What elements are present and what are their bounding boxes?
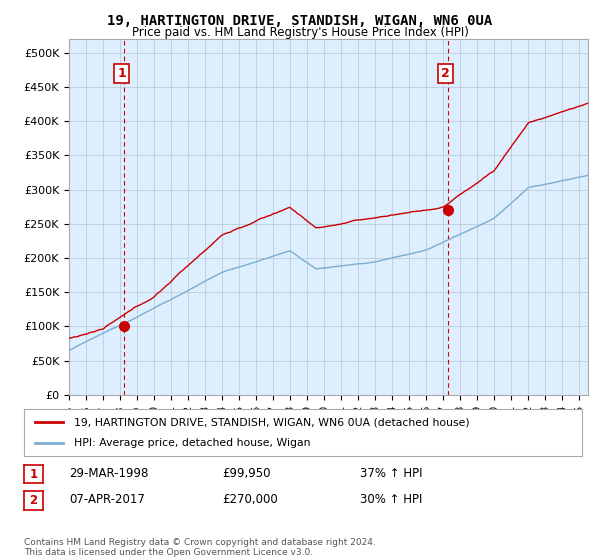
Text: 1: 1 bbox=[29, 468, 38, 480]
Text: 2: 2 bbox=[29, 494, 38, 507]
Text: 29-MAR-1998: 29-MAR-1998 bbox=[69, 466, 148, 480]
Text: 07-APR-2017: 07-APR-2017 bbox=[69, 493, 145, 506]
Text: £99,950: £99,950 bbox=[222, 466, 271, 480]
Text: HPI: Average price, detached house, Wigan: HPI: Average price, detached house, Wiga… bbox=[74, 438, 311, 448]
Text: 19, HARTINGTON DRIVE, STANDISH, WIGAN, WN6 0UA: 19, HARTINGTON DRIVE, STANDISH, WIGAN, W… bbox=[107, 14, 493, 28]
Text: 2: 2 bbox=[441, 67, 450, 80]
Text: Price paid vs. HM Land Registry's House Price Index (HPI): Price paid vs. HM Land Registry's House … bbox=[131, 26, 469, 39]
Text: 1: 1 bbox=[117, 67, 126, 80]
Text: 19, HARTINGTON DRIVE, STANDISH, WIGAN, WN6 0UA (detached house): 19, HARTINGTON DRIVE, STANDISH, WIGAN, W… bbox=[74, 417, 470, 427]
Text: 30% ↑ HPI: 30% ↑ HPI bbox=[360, 493, 422, 506]
Text: £270,000: £270,000 bbox=[222, 493, 278, 506]
Text: Contains HM Land Registry data © Crown copyright and database right 2024.
This d: Contains HM Land Registry data © Crown c… bbox=[24, 538, 376, 557]
Text: 37% ↑ HPI: 37% ↑ HPI bbox=[360, 466, 422, 480]
